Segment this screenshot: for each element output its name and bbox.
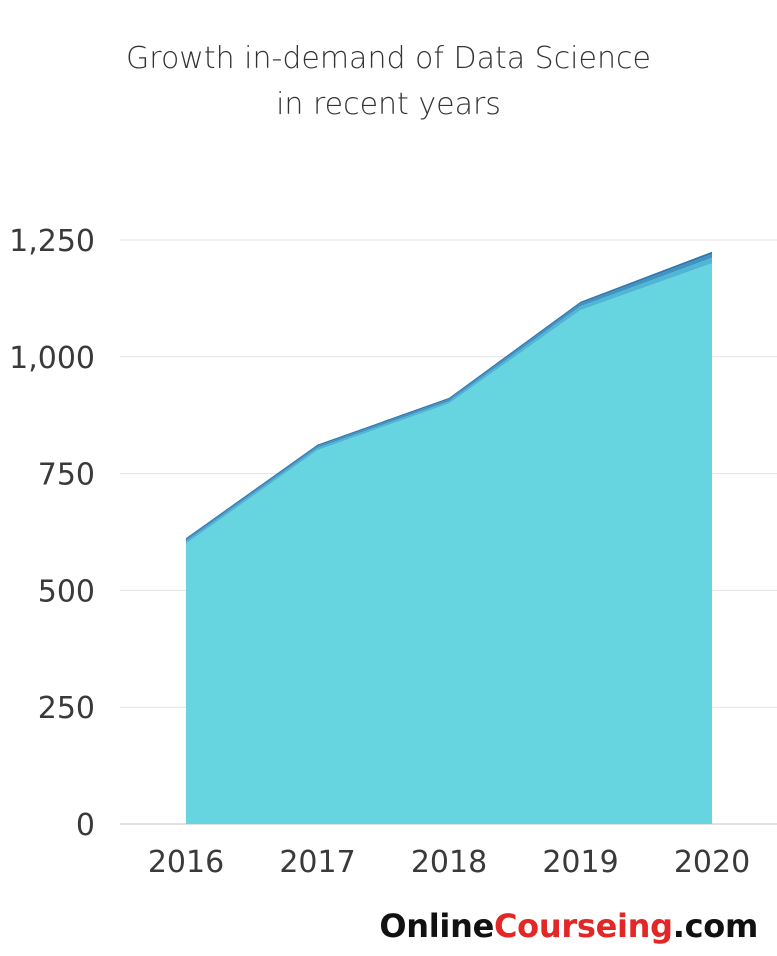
chart-title-line-2: in recent years (276, 87, 501, 122)
chart-title-line-1: Growth in-demand of Data Science (126, 41, 651, 76)
y-tick-label: 250 (38, 691, 95, 726)
brand-part-courseing: Courseing (493, 907, 673, 945)
brand-part-online: Online (379, 907, 494, 945)
chart-title: Growth in-demand of Data Science in rece… (0, 36, 777, 128)
y-tick-label: 1,000 (9, 341, 95, 376)
y-tick-label: 750 (38, 458, 95, 493)
x-axis-tick-labels: 2016 2017 2018 2019 2020 (148, 845, 750, 880)
y-tick-label: 0 (76, 808, 95, 843)
x-tick-label: 2017 (279, 845, 355, 880)
area-series-1 (186, 263, 712, 824)
y-tick-label: 1,250 (9, 224, 95, 259)
x-tick-label: 2016 (148, 845, 224, 880)
y-tick-label: 500 (38, 574, 95, 609)
brand-logo: OnlineCourseing.com (379, 906, 758, 946)
area-chart: 0 250 500 750 1,000 1,250 2016 2017 2018 2019 202… (9, 224, 777, 880)
x-tick-label: 2020 (674, 845, 750, 880)
y-axis-tick-labels: 0 250 500 750 1,000 1,250 (9, 224, 95, 843)
x-tick-label: 2018 (411, 845, 487, 880)
x-tick-label: 2019 (542, 845, 618, 880)
brand-part-com: .com (672, 907, 759, 945)
area-series (186, 251, 712, 824)
